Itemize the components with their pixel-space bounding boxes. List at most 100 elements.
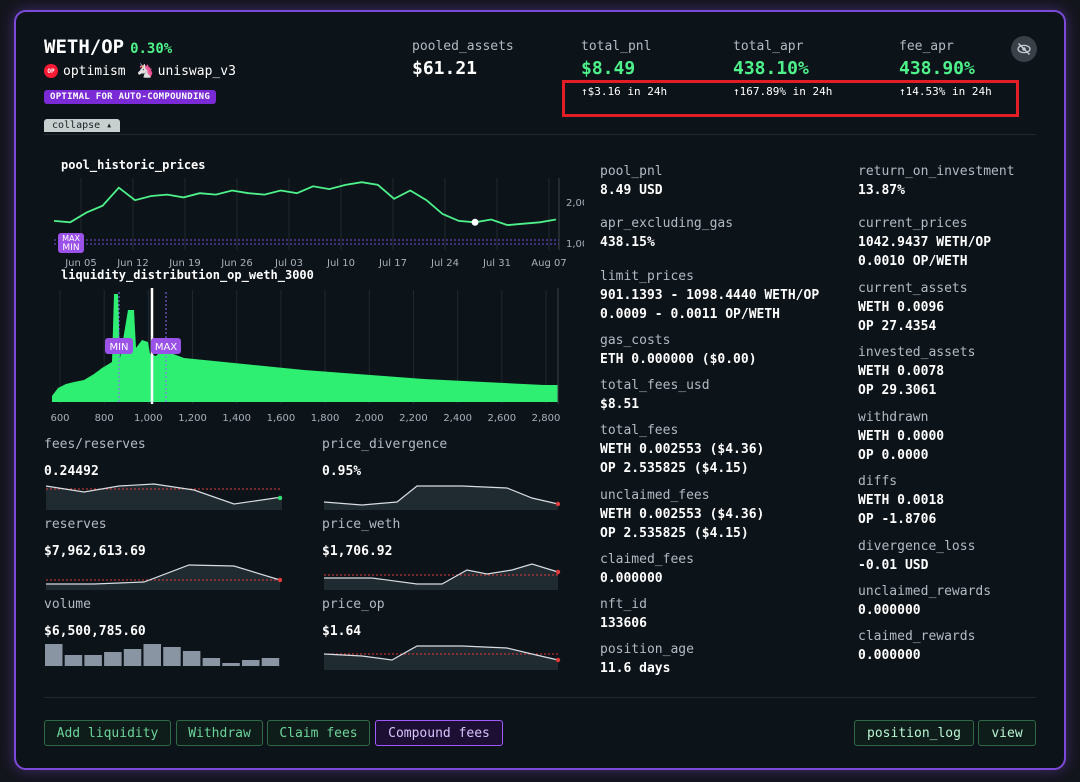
volume-bar — [202, 658, 221, 666]
price-x-tick: Jul 10 — [326, 258, 355, 269]
detail-label: total_fees_usd — [600, 378, 710, 393]
detail-value: 0.0009 - 0.0011 OP/WETH — [600, 307, 781, 322]
liquidity-x-tick: 2,800 — [532, 413, 561, 424]
sparkline-price-op — [323, 645, 561, 670]
detail-label: current_assets — [858, 281, 968, 296]
detail-label: total_fees — [600, 423, 679, 438]
liquidity-x-tick: 600 — [50, 413, 69, 424]
detail-value: WETH 0.002553 ($4.36) — [600, 442, 765, 457]
optimal-badge: OPTIMAL FOR AUTO-COMPOUNDING — [44, 90, 217, 104]
position-log-button[interactable]: position_log — [854, 720, 974, 746]
price-x-tick: Jun 12 — [116, 258, 149, 269]
view-button[interactable]: view — [978, 720, 1036, 746]
liquidity-x-tick: 2,000 — [355, 413, 384, 424]
detail-total-fees-usd: total_fees_usd $8.51 — [600, 378, 710, 414]
volume-bars — [45, 644, 280, 666]
mini-reserves: reserves $7,962,613.69 — [44, 517, 146, 559]
volume-bar — [123, 649, 142, 666]
detail-label: claimed_rewards — [858, 629, 976, 644]
detail-value: $8.51 — [600, 397, 640, 412]
mini-volume: volume $6,500,785.60 — [44, 597, 146, 639]
liquidity-max-label: MAX — [155, 342, 177, 353]
price-x-tick: Jul 17 — [378, 258, 407, 269]
detail-value: 133606 — [600, 616, 647, 631]
optimism-icon: OP — [44, 64, 58, 78]
detail-label: limit_prices — [600, 269, 694, 284]
collapse-toggle[interactable]: collapse ▴ — [44, 119, 121, 132]
detail-label: unclaimed_rewards — [858, 584, 992, 599]
detail-label: nft_id — [600, 597, 647, 612]
stat-pooled-assets: pooled_assets $61.21 — [412, 39, 514, 79]
volume-bar — [143, 644, 161, 666]
detail-value: OP 0.0000 — [858, 448, 929, 463]
detail-limit-prices: limit_prices 901.1393 - 1098.4440 WETH/OP… — [600, 269, 819, 324]
liquidity-x-tick: 2,600 — [487, 413, 516, 424]
liquidity-x-tick: 1,000 — [134, 413, 163, 424]
detail-gas-costs: gas_costs ETH 0.000000 ($0.00) — [600, 333, 757, 369]
detail-value: 13.87% — [858, 183, 905, 198]
volume-bar — [64, 655, 83, 666]
volume-bar — [163, 647, 181, 666]
detail-diffs: diffs WETH 0.0018 OP -1.8706 — [858, 474, 944, 529]
withdraw-button[interactable]: Withdraw — [176, 720, 263, 746]
detail-return-on-investment: return_on_investment 13.87% — [858, 164, 1015, 200]
volume-bar — [242, 660, 260, 666]
liquidity-x-tick: 2,400 — [443, 413, 472, 424]
detail-divergence-loss: divergence_loss -0.01 USD — [858, 539, 975, 575]
volume-bar — [222, 663, 240, 666]
price-y-tick: 2,000 — [566, 198, 584, 209]
detail-total-fees: total_fees WETH 0.002553 ($4.36) OP 2.5358… — [600, 423, 764, 478]
delta-total-apr: ↑167.89% in 24h — [733, 85, 833, 98]
price-x-tick: Jun 05 — [64, 258, 97, 269]
detail-label: unclaimed_fees — [600, 488, 710, 503]
detail-claimed-fees: claimed_fees 0.000000 — [600, 552, 694, 588]
add-liquidity-button[interactable]: Add liquidity — [44, 720, 171, 746]
volume-bar — [182, 651, 201, 666]
detail-value: 8.49 USD — [600, 183, 663, 198]
fee-tier: 0.30% — [130, 41, 173, 57]
pair-title: WETH/OP 0.30% — [44, 36, 173, 58]
liquidity-x-tick: 1,600 — [267, 413, 296, 424]
compound-fees-button[interactable]: Compound fees — [375, 720, 503, 746]
detail-label: divergence_loss — [858, 539, 976, 554]
detail-value: OP -1.8706 — [858, 512, 937, 527]
claim-fees-button[interactable]: Claim fees — [267, 720, 370, 746]
highlight-box — [562, 80, 1019, 117]
detail-claimed-rewards: claimed_rewards 0.000000 — [858, 629, 975, 665]
volume-bar — [104, 652, 122, 666]
price-min-label: MIN — [62, 243, 79, 253]
detail-withdrawn: withdrawn WETH 0.0000 OP 0.0000 — [858, 410, 944, 465]
detail-value: 901.1393 - 1098.4440 WETH/OP — [600, 288, 820, 303]
detail-value: 0.0010 OP/WETH — [858, 254, 968, 269]
liquidity-x-tick: 1,200 — [178, 413, 207, 424]
price-x-tick: Jul 03 — [274, 258, 303, 269]
liquidity-min-label: MIN — [109, 342, 128, 353]
sparkline-fees-reserves — [45, 483, 283, 510]
chain-name: optimism — [63, 63, 126, 79]
sparkline-price-divergence — [323, 485, 561, 510]
detail-value: WETH 0.0078 — [858, 364, 945, 379]
detail-value: ETH 0.000000 ($0.00) — [600, 352, 757, 367]
detail-value: 11.6 days — [600, 661, 671, 676]
price-y-tick: 1,000 — [566, 239, 584, 250]
detail-unclaimed-fees: unclaimed_fees WETH 0.002553 ($4.36) OP 2.… — [600, 488, 764, 543]
stat-total-pnl: total_pnl $8.49 ↑$3.16 in 24h — [581, 39, 668, 98]
detail-value: WETH 0.0000 — [858, 429, 945, 444]
detail-nft-id: nft_id 133606 — [600, 597, 647, 633]
price-x-tick: Jul 31 — [482, 258, 511, 269]
detail-value: OP 27.4354 — [858, 319, 937, 334]
sparkline-reserves — [46, 564, 283, 590]
detail-value: -0.01 USD — [858, 558, 929, 573]
volume-bar — [261, 658, 280, 666]
liquidity-x-tick: 2,200 — [399, 413, 428, 424]
header-divider — [44, 134, 1036, 135]
hide-eye-icon[interactable] — [1011, 36, 1037, 62]
price-x-tick: Jul 24 — [430, 258, 459, 269]
footer-divider — [44, 697, 1036, 698]
price-chart-title: pool_historic_prices — [61, 158, 206, 172]
detail-label: invested_assets — [858, 345, 976, 360]
detail-value: 0.000000 — [858, 603, 921, 618]
volume-bar — [84, 655, 102, 666]
detail-label: current_prices — [858, 216, 968, 231]
detail-value: 438.15% — [600, 235, 655, 250]
